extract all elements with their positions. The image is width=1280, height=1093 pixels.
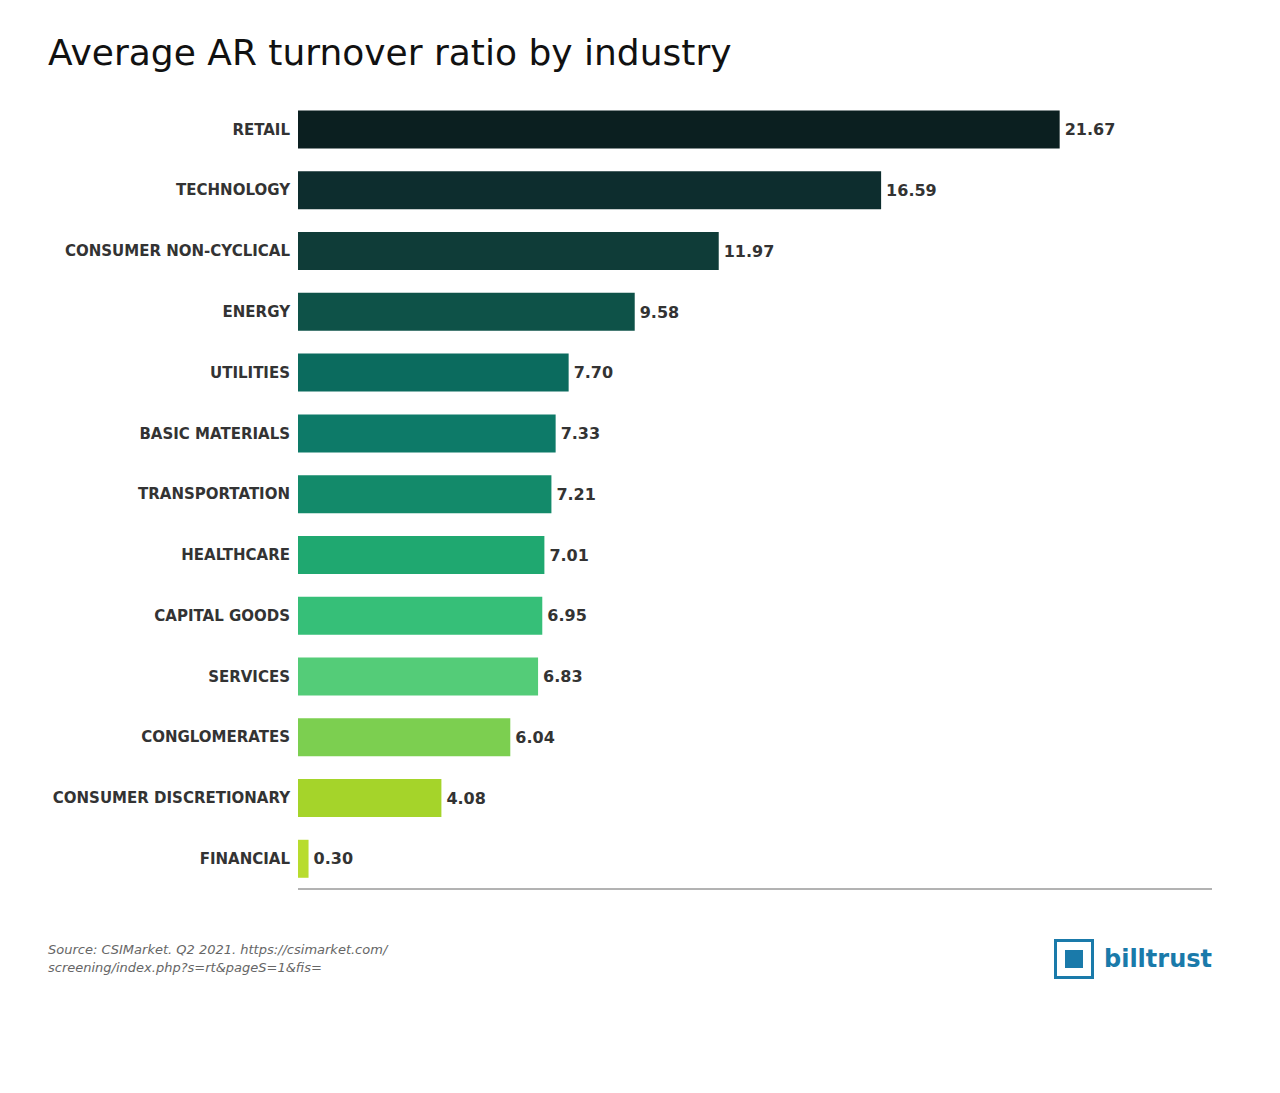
svg-text:CONSUMER DISCRETIONARY: CONSUMER DISCRETIONARY — [53, 789, 291, 807]
svg-text:ENERGY: ENERGY — [223, 303, 292, 321]
svg-text:CONGLOMERATES: CONGLOMERATES — [141, 728, 290, 746]
svg-text:9.58: 9.58 — [640, 303, 679, 322]
svg-text:7.21: 7.21 — [556, 485, 595, 504]
svg-text:16.59: 16.59 — [886, 181, 937, 200]
svg-text:6.04: 6.04 — [515, 728, 554, 747]
svg-text:TRANSPORTATION: TRANSPORTATION — [138, 485, 290, 503]
html-text:billtrust: billtrust — [1104, 945, 1212, 973]
svg-text:21.67: 21.67 — [1065, 120, 1116, 139]
svg-text:7.33: 7.33 — [561, 424, 600, 443]
svg-text:TECHNOLOGY: TECHNOLOGY — [176, 181, 291, 199]
svg-text:SERVICES: SERVICES — [208, 668, 290, 686]
html-text:screening/index.php?s=rt&pageS: screening/index.php?s=rt&pageS=1&fis= — [48, 960, 322, 975]
svg-text:4.08: 4.08 — [446, 789, 485, 808]
svg-text:6.83: 6.83 — [543, 667, 582, 686]
svg-text:BASIC MATERIALS: BASIC MATERIALS — [139, 425, 290, 443]
svg-text:RETAIL: RETAIL — [232, 121, 290, 139]
svg-text:FINANCIAL: FINANCIAL — [200, 850, 291, 868]
html-text:Source: CSIMarket. Q2 2021. ht: Source: CSIMarket. Q2 2021. https://csim… — [48, 942, 388, 957]
svg-text:7.70: 7.70 — [574, 363, 613, 382]
svg-text:CONSUMER NON-CYCLICAL: CONSUMER NON-CYCLICAL — [65, 242, 290, 260]
svg-text:HEALTHCARE: HEALTHCARE — [181, 546, 290, 564]
svg-text:6.95: 6.95 — [547, 606, 586, 625]
svg-text:11.97: 11.97 — [724, 242, 775, 261]
svg-text:0.30: 0.30 — [314, 849, 353, 868]
svg-text:UTILITIES: UTILITIES — [210, 364, 290, 382]
html-text:Average AR turnover ratio by i: Average AR turnover ratio by industry — [48, 32, 732, 73]
svg-text:7.01: 7.01 — [549, 546, 588, 565]
svg-text:CAPITAL GOODS: CAPITAL GOODS — [154, 607, 290, 625]
